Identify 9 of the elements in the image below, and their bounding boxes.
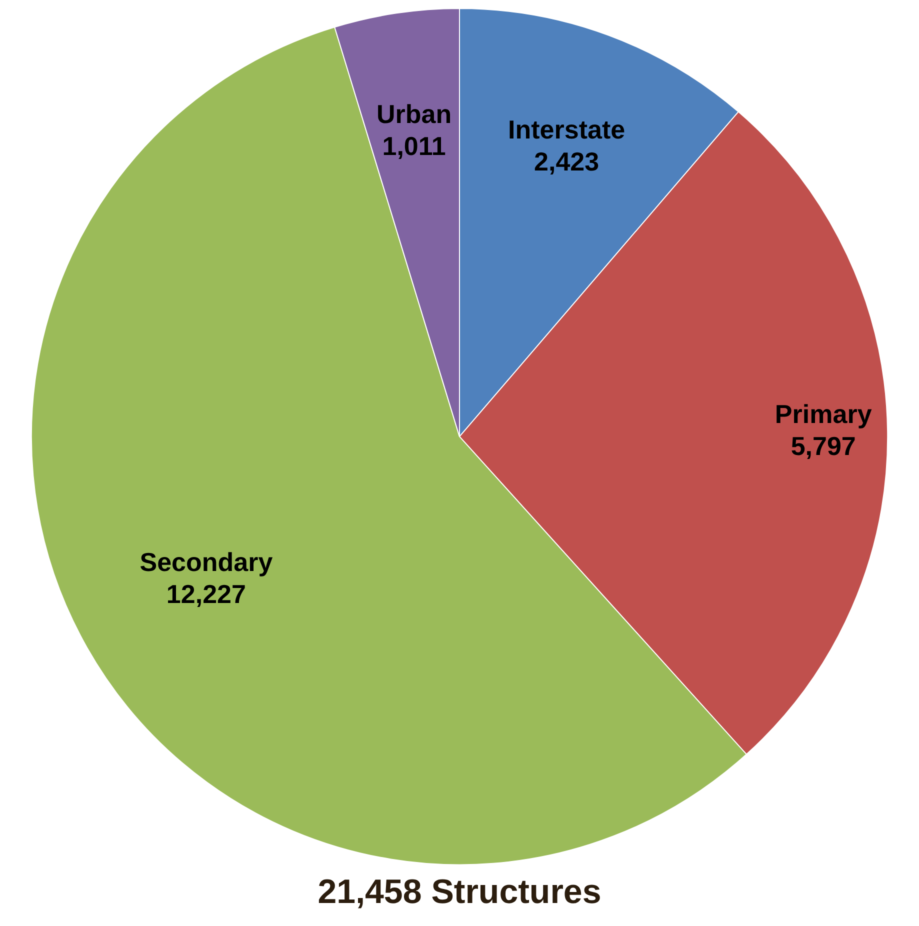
data-label: 5,797 <box>790 431 856 462</box>
data-label: 12,227 <box>166 579 246 610</box>
slice-label: Primary <box>774 399 872 430</box>
text: 21,458 Structures <box>318 872 602 911</box>
slice-label: Interstate <box>508 114 626 145</box>
slice-label: Secondary <box>140 547 274 578</box>
data-label: 1,011 <box>382 130 446 161</box>
data-label: 2,423 <box>534 146 600 177</box>
slice-label: Urban <box>376 98 452 129</box>
